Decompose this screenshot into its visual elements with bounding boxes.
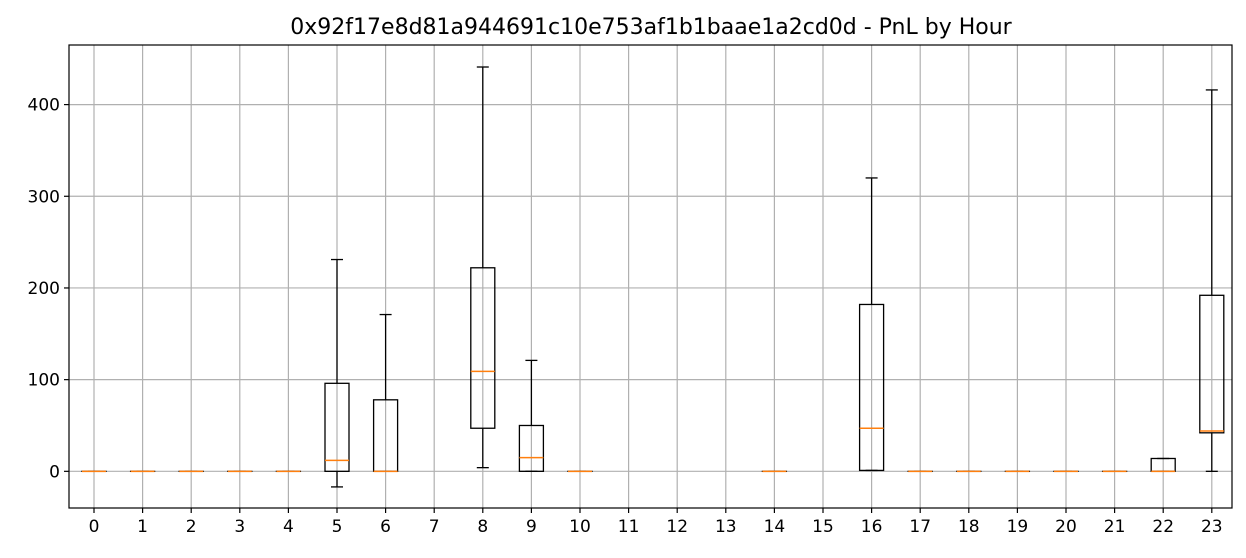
x-tick-label: 10: [569, 517, 591, 537]
box-iqr: [1199, 294, 1225, 434]
box-hour-5: [324, 258, 350, 488]
plot-area-frame: [68, 44, 1233, 509]
x-tick-label: 12: [666, 517, 688, 537]
x-tick-label: 3: [234, 517, 245, 537]
box-hour-6: [372, 313, 399, 473]
x-tick-label: 22: [1152, 517, 1174, 537]
x-tick-label: 2: [186, 517, 197, 537]
x-tick-label: 16: [861, 517, 883, 537]
y-tick-label: 100: [28, 371, 60, 391]
box-iqr: [470, 267, 496, 429]
x-tick-label: 0: [89, 517, 100, 537]
y-tick-label: 400: [28, 96, 60, 116]
x-tick-label: 14: [764, 517, 786, 537]
boxes: [81, 66, 1225, 488]
x-tick-label: 5: [332, 517, 343, 537]
x-tick-label: 20: [1055, 517, 1077, 537]
x-tick-label: 6: [380, 517, 391, 537]
box-hour-22: [1150, 457, 1176, 473]
box-iqr: [518, 424, 545, 472]
box-hour-23: [1199, 89, 1225, 472]
x-tick-label: 1: [137, 517, 148, 537]
x-tick-label: 17: [909, 517, 931, 537]
x-tick-label: 8: [477, 517, 488, 537]
box-iqr: [858, 303, 885, 472]
y-tick-label: 200: [28, 279, 60, 299]
x-tick-label: 9: [526, 517, 537, 537]
box-hour-8: [470, 66, 496, 469]
box-hour-16: [858, 177, 885, 472]
y-tick-label: 300: [28, 187, 60, 207]
x-tick-label: 21: [1104, 517, 1126, 537]
x-tick-label: 11: [618, 517, 640, 537]
x-tick-label: 18: [958, 517, 980, 537]
box-iqr: [324, 382, 350, 472]
x-tick-label: 13: [715, 517, 737, 537]
box-hour-9: [518, 359, 545, 472]
x-tick-label: 19: [1007, 517, 1029, 537]
x-tick-label: 4: [283, 517, 294, 537]
x-tick-label: 23: [1201, 517, 1223, 537]
chart-title: 0x92f17e8d81a944691c10e753af1b1baae1a2cd…: [290, 15, 1012, 40]
x-tick-label: 7: [429, 517, 440, 537]
axes: 0 1 2 3 4 5 6 7 8 9 10 11 12 13 14 15 16 17 18 19 20 21 22 2301…: [28, 96, 1223, 537]
x-tick-label: 15: [812, 517, 834, 537]
y-tick-label: 0: [49, 462, 60, 482]
grid: [69, 45, 1232, 508]
